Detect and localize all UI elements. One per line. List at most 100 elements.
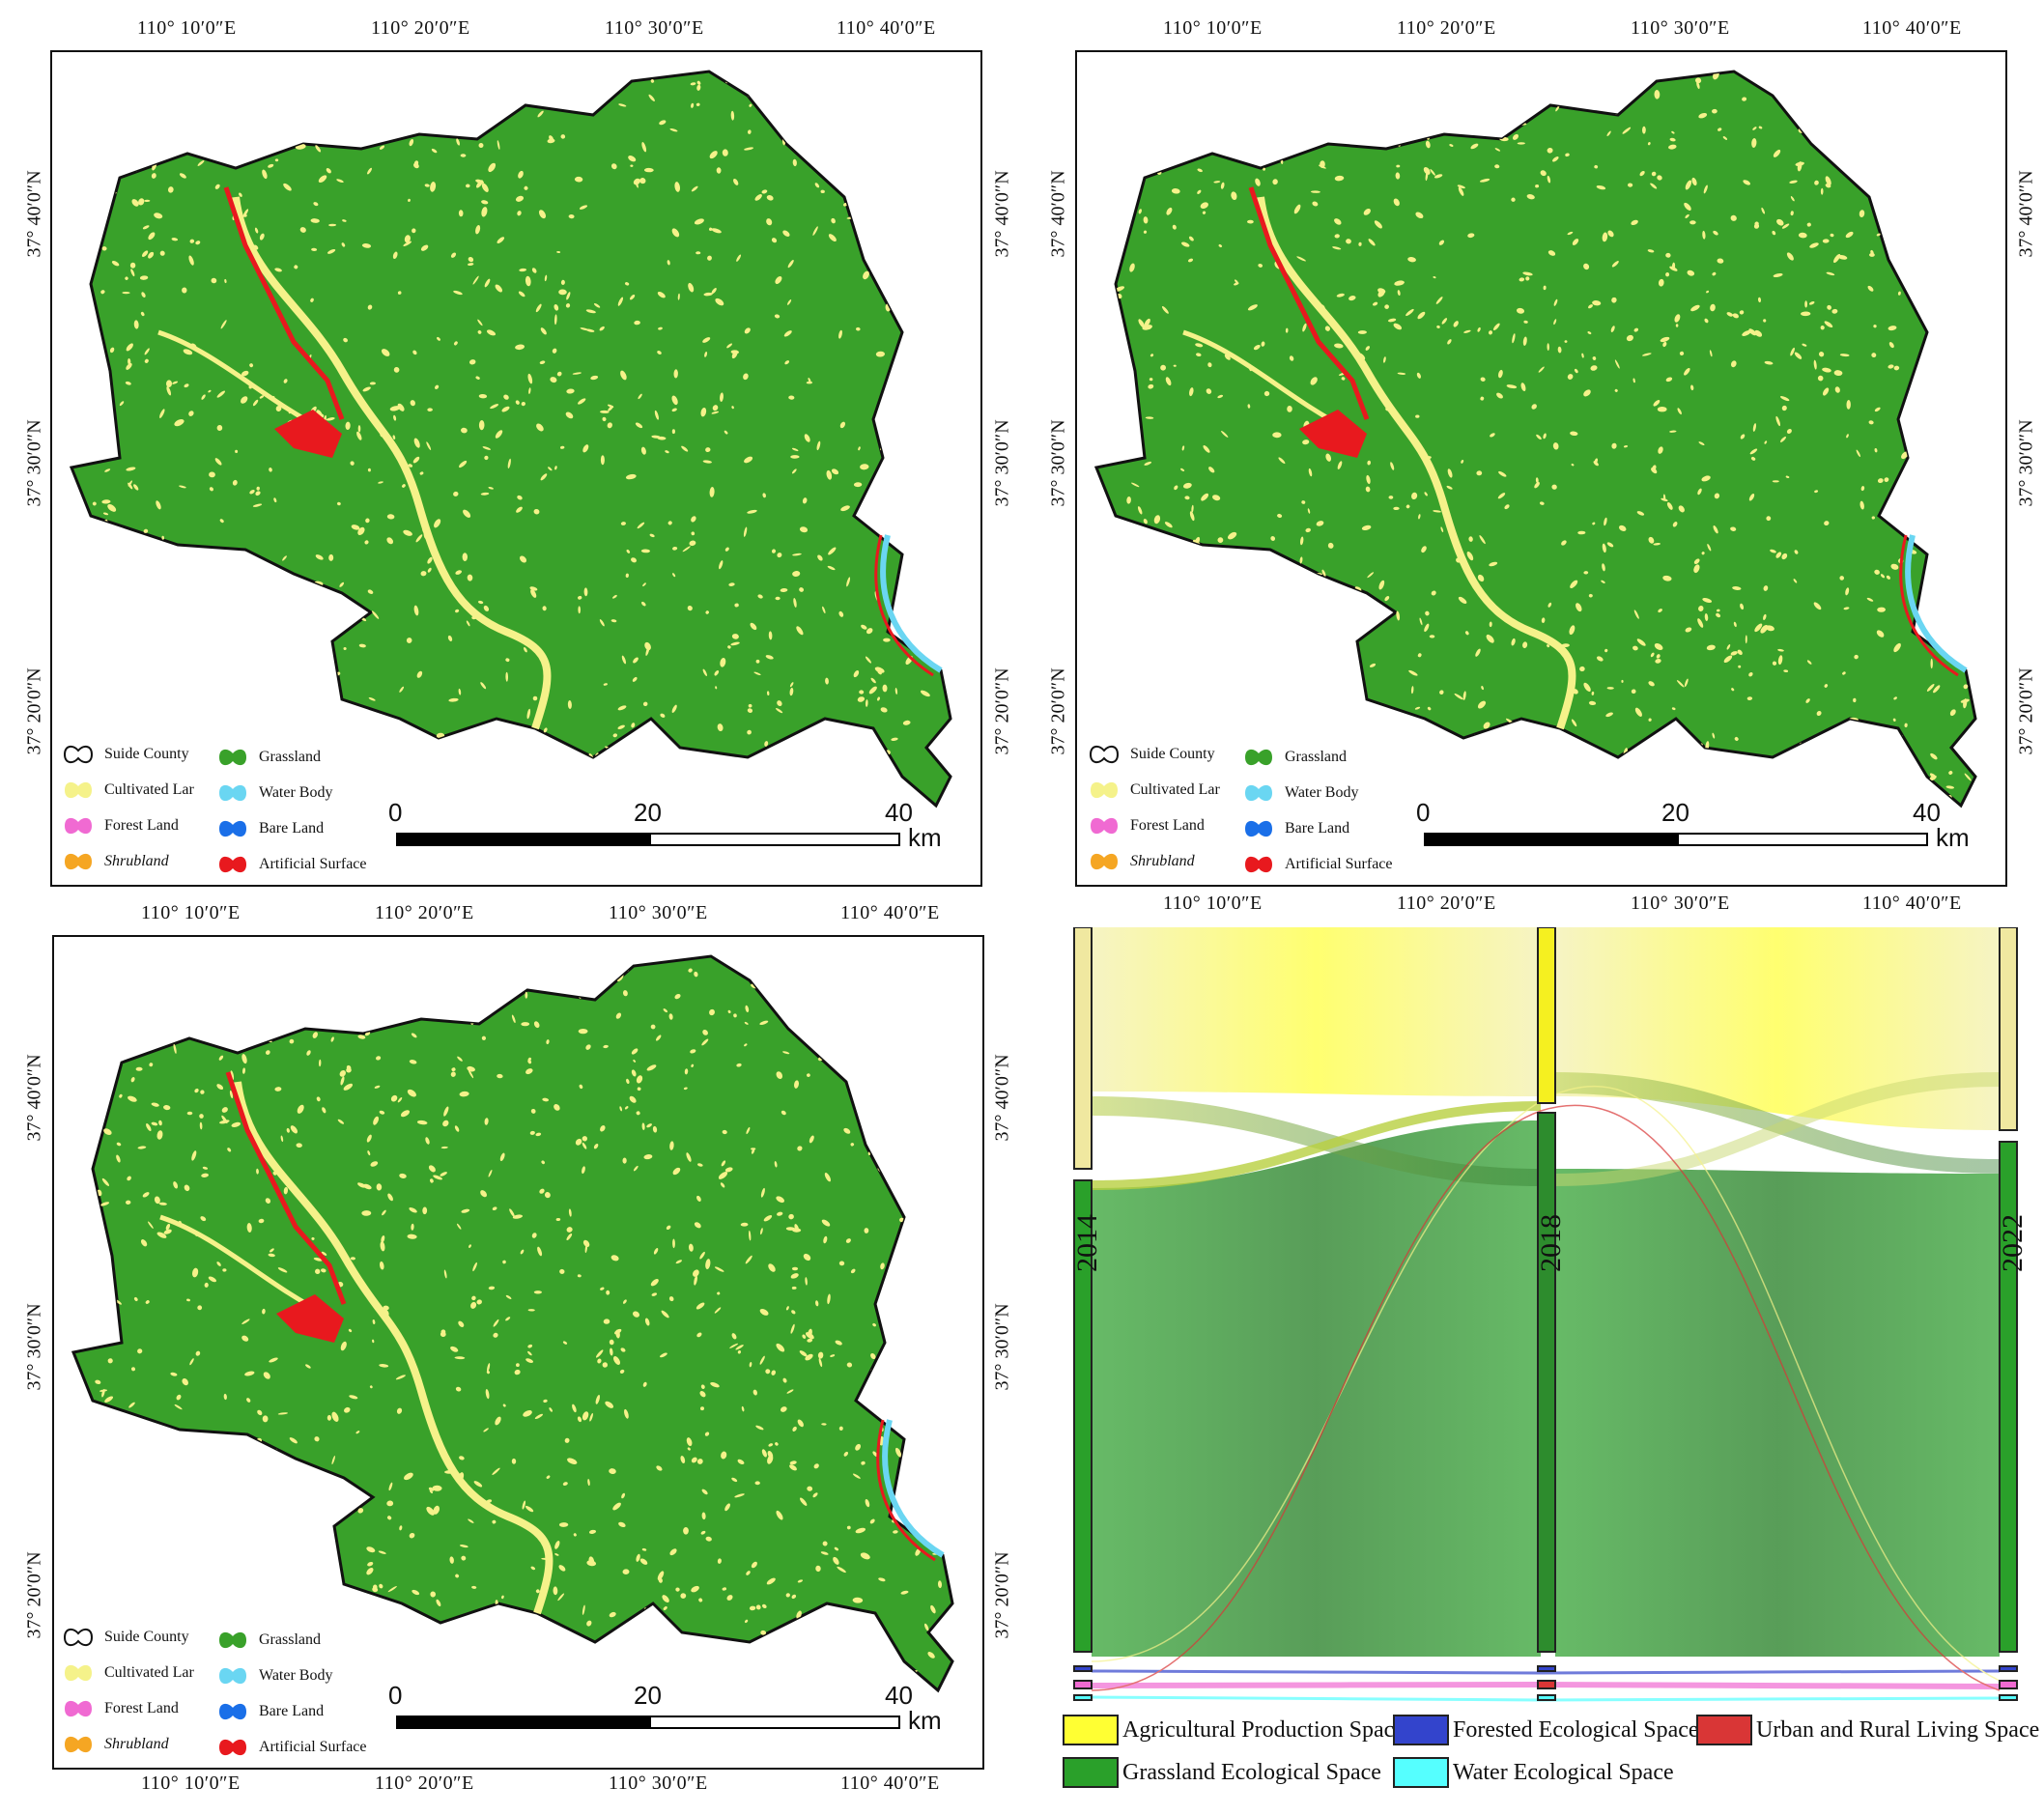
cultivated-patch [84, 265, 89, 271]
cultivated-patch [901, 461, 910, 468]
cultivated-patch [864, 1025, 873, 1029]
cultivated-patch [1424, 623, 1430, 633]
cultivated-patch [142, 696, 148, 701]
cultivated-patch [1813, 602, 1822, 610]
cultivated-patch [443, 112, 451, 119]
cultivated-patch [938, 1386, 945, 1390]
cultivated-patch [1698, 441, 1705, 446]
cultivated-patch [913, 464, 921, 471]
cultivated-patch [1387, 318, 1397, 323]
cultivated-patch [896, 448, 903, 455]
cultivated-patch [1300, 654, 1306, 662]
cultivated-patch [1917, 501, 1923, 509]
node-2022-agricultural [1999, 926, 2018, 1131]
cultivated-patch [1415, 212, 1424, 219]
cultivated-patch [1536, 749, 1541, 757]
cultivated-patch [1808, 300, 1815, 305]
cultivated-patch [283, 1186, 289, 1195]
cultivated-patch [785, 1306, 789, 1311]
cultivated-patch [219, 519, 224, 524]
cultivated-patch [1521, 81, 1525, 85]
cultivated-patch [650, 79, 655, 83]
cultivated-patch [517, 495, 523, 500]
cultivated-patch [119, 1093, 123, 1098]
cultivated-patch [1306, 669, 1311, 673]
cultivated-patch [526, 708, 531, 720]
cultivated-patch [523, 1410, 532, 1417]
cultivated-patch [1679, 351, 1685, 355]
cultivated-patch [276, 113, 281, 116]
cultivated-patch [1930, 752, 1938, 760]
cultivated-patch [906, 461, 916, 467]
cultivated-patch [610, 163, 617, 170]
cultivated-patch [97, 1479, 102, 1486]
cultivated-patch [916, 1481, 925, 1489]
cultivated-patch [515, 195, 525, 202]
cultivated-patch [668, 1296, 674, 1302]
cultivated-patch [870, 677, 876, 684]
cultivated-patch [851, 156, 855, 160]
cultivated-patch [120, 1011, 128, 1017]
cultivated-patch [1946, 218, 1951, 223]
flow-grass-agri [1092, 1101, 1541, 1190]
cultivated-patch [1671, 130, 1675, 134]
cultivated-patch [1884, 153, 1891, 160]
cultivated-patch [334, 1480, 342, 1487]
cultivated-patch [145, 1300, 150, 1304]
cultivated-patch [1611, 297, 1617, 303]
cultivated-patch [788, 395, 795, 400]
cultivated-patch [1866, 597, 1874, 602]
cultivated-patch [663, 1008, 668, 1013]
cultivated-patch [1476, 470, 1483, 476]
cultivated-patch [1730, 651, 1738, 656]
cultivated-patch [1261, 341, 1265, 347]
cultivated-patch [1143, 519, 1148, 525]
cultivated-patch [473, 1481, 483, 1488]
cultivated-patch [501, 406, 510, 412]
cultivated-patch [903, 266, 911, 271]
cultivated-patch [1949, 709, 1956, 717]
cultivated-patch [1228, 100, 1235, 110]
cultivated-patch [1920, 288, 1926, 296]
cultivated-patch [1764, 360, 1774, 365]
cultivated-patch [1189, 511, 1195, 522]
county-map [1093, 70, 1977, 808]
cultivated-patch [1180, 468, 1185, 471]
cultivated-patch [1502, 126, 1506, 133]
cultivated-patch [688, 1243, 694, 1252]
cultivated-patch [1890, 255, 1899, 262]
cultivated-patch [1492, 323, 1500, 330]
cultivated-patch [83, 1085, 89, 1091]
cultivated-patch [894, 396, 898, 403]
cultivated-patch [646, 1123, 652, 1128]
cultivated-patch [876, 98, 882, 104]
cultivated-patch [403, 529, 412, 536]
cultivated-patch [151, 173, 156, 179]
map-legend: Suide County Cultivated Lar Forest Land … [1088, 742, 1435, 887]
cultivated-patch [1176, 552, 1182, 561]
cultivated-patch [475, 179, 485, 184]
legend-item: Suide County [62, 742, 189, 767]
cultivated-patch [1669, 137, 1676, 142]
cultivated-patch [1940, 513, 1946, 519]
cultivated-patch [1441, 318, 1448, 325]
cultivated-patch [566, 292, 571, 300]
cultivated-patch [187, 590, 192, 601]
cultivated-patch [631, 1069, 637, 1077]
cultivated-patch [1138, 209, 1142, 214]
cultivated-patch [562, 1482, 568, 1487]
cultivated-patch [1138, 319, 1146, 328]
cultivated-patch [789, 682, 794, 688]
cultivated-patch [1308, 468, 1313, 477]
cultivated-patch [865, 699, 868, 707]
cultivated-patch [1321, 569, 1326, 577]
cultivated-patch [468, 1244, 471, 1248]
cultivated-patch [1153, 515, 1161, 525]
top-coordinate-label: 110° 10′0″E [1163, 17, 1263, 39]
cultivated-patch [792, 1426, 797, 1432]
cultivated-patch [1717, 609, 1720, 612]
cultivated-patch [189, 1515, 194, 1519]
cultivated-patch [845, 752, 850, 756]
cultivated-patch [1430, 169, 1435, 176]
cultivated-patch [912, 630, 920, 637]
